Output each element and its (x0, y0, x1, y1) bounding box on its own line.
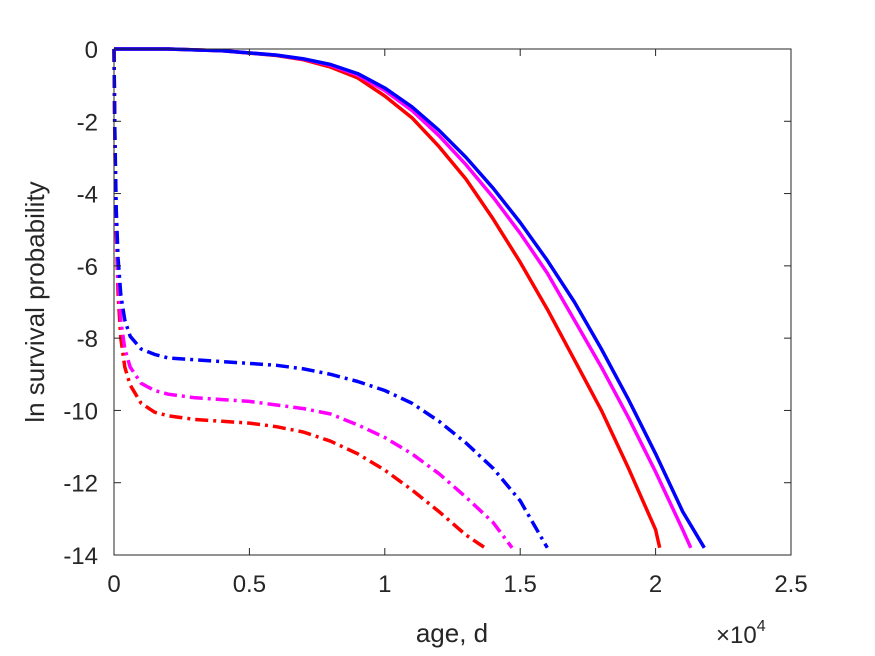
y-tick-label: -10 (63, 398, 98, 425)
series-line-3 (114, 47, 706, 549)
axes-box (113, 48, 792, 556)
x-tick-label: 1 (378, 571, 391, 598)
y-tick-label: -2 (77, 109, 98, 136)
y-ticks: 0 -2 -4 -6 -8 -10 -12 -14 (63, 37, 791, 570)
y-tick-label: -12 (63, 471, 98, 498)
x-exponent-label: ×104 (716, 618, 766, 649)
series-line-6 (112, 48, 549, 549)
y-tick-label: -8 (77, 326, 98, 353)
x-tick-label: 2 (649, 571, 662, 598)
x-axis-label: age, d (416, 618, 488, 648)
y-tick-label: -14 (63, 543, 98, 570)
x-tick-label: 0 (107, 571, 120, 598)
x-tick-label: 1.5 (504, 571, 537, 598)
x-tick-label: 2.5 (774, 571, 807, 598)
plot-area (114, 49, 791, 555)
y-tick-label: -6 (77, 254, 98, 281)
x-exponent-power: 4 (757, 618, 766, 635)
series-layer (112, 47, 706, 550)
y-tick-label: -4 (77, 182, 98, 209)
y-axis-label: ln survival probability (20, 181, 50, 422)
series-line-5 (112, 48, 514, 549)
x-tick-label: 0.5 (233, 571, 266, 598)
y-tick-label: 0 (85, 37, 98, 64)
x-ticks: 0 0.5 1 1.5 2 2.5 (107, 49, 808, 598)
